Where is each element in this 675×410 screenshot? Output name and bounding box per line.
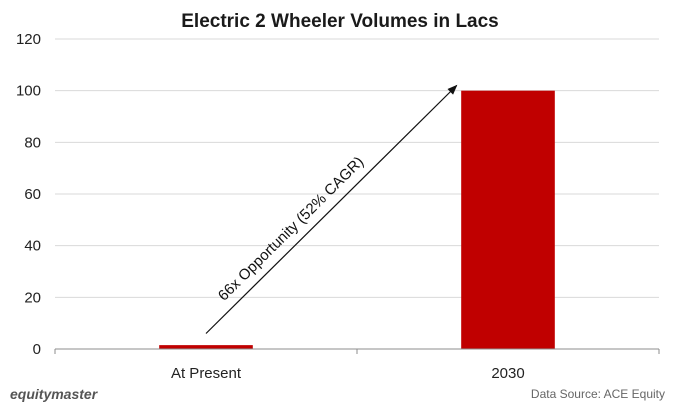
x-tick-label: At Present: [171, 365, 242, 382]
y-tick-label: 100: [16, 83, 41, 100]
annotation-arrow: [205, 84, 458, 334]
y-tick-label: 120: [16, 31, 41, 48]
y-tick-label: 40: [24, 238, 41, 255]
brand-logo: equitymaster: [10, 386, 98, 402]
annotation-label: 66x Opportunity (52% CAGR): [215, 153, 367, 304]
x-axis-labels: At Present 2030: [171, 365, 525, 382]
bars: [159, 90, 555, 350]
y-tick-label: 80: [24, 134, 41, 151]
data-source-label: Data Source: ACE Equity: [530, 387, 665, 401]
y-tick-label: 20: [24, 289, 41, 306]
chart-title: Electric 2 Wheeler Volumes in Lacs: [181, 11, 499, 32]
bar-at-present: [159, 345, 253, 349]
y-tick-label: 60: [24, 186, 41, 203]
y-tick-label: 0: [33, 341, 41, 358]
annotation: 66x Opportunity (52% CAGR): [205, 84, 458, 334]
grid-lines: [55, 38, 659, 298]
x-tick-label: 2030: [491, 365, 524, 382]
bar-2030: [461, 90, 555, 350]
y-axis-ticks: 0 20 40 60 80 100 120: [16, 31, 41, 358]
x-axis: [54, 348, 660, 354]
